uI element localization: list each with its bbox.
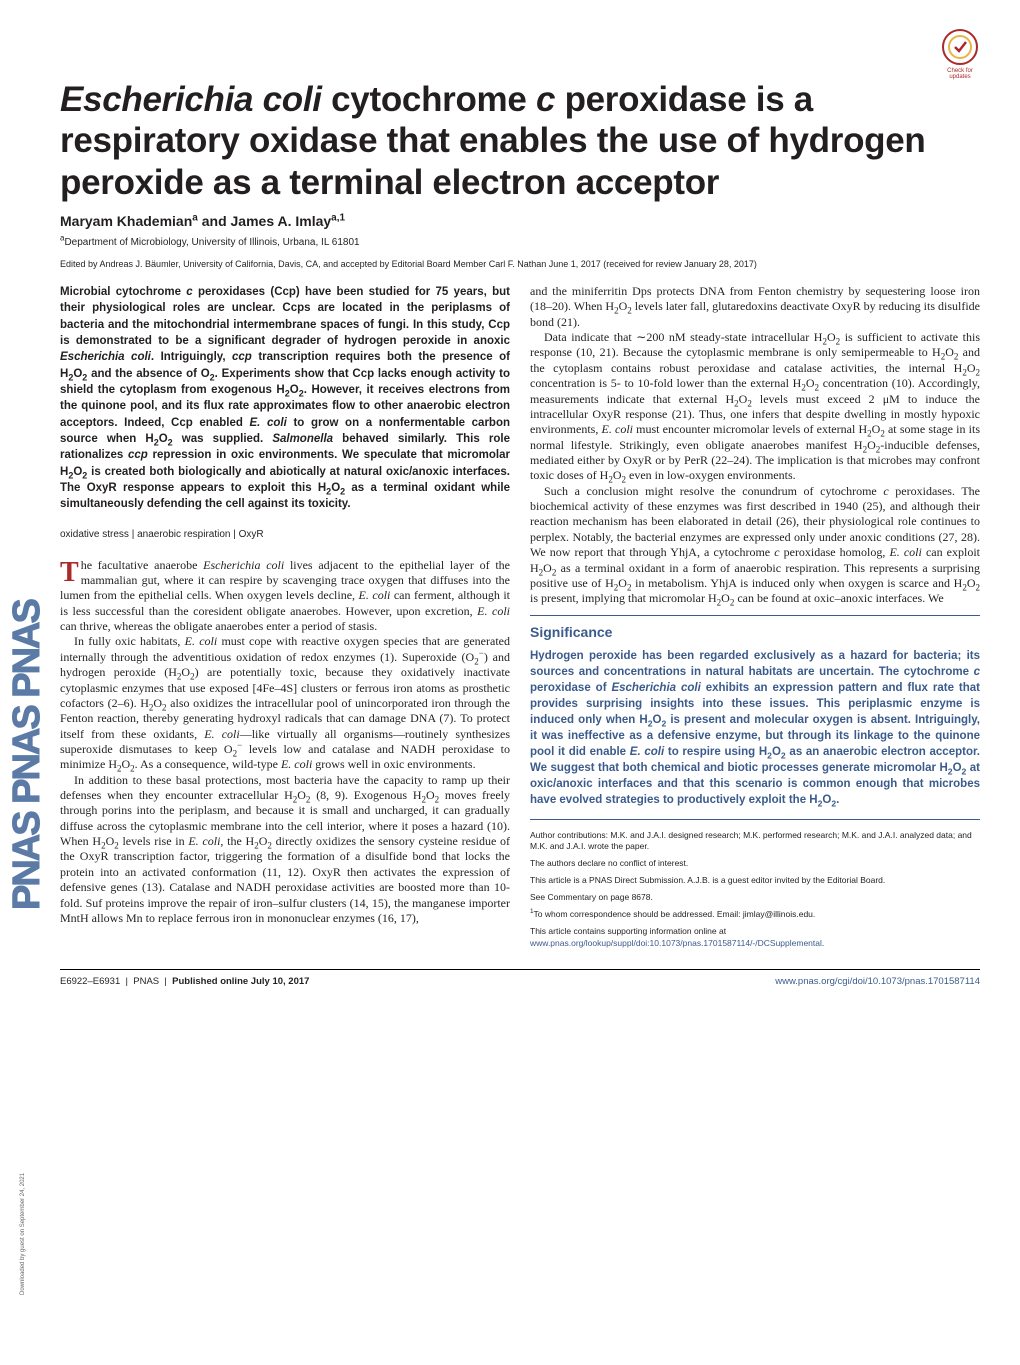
editor-note: Edited by Andreas J. Bäumler, University…	[60, 258, 980, 270]
body-text-right: and the miniferritin Dps protects DNA fr…	[530, 284, 980, 607]
correspondence-note: 1To whom correspondence should be addres…	[530, 909, 980, 921]
pnas-sidebar: PNAS PNAS PNAS	[6, 230, 38, 1130]
contributions-note: Author contributions: M.K. and J.A.I. de…	[530, 830, 980, 854]
two-column-body: Microbial cytochrome c peroxidases (Ccp)…	[60, 284, 980, 955]
footnotes: Author contributions: M.K. and J.A.I. de…	[530, 830, 980, 950]
page-footer: E6922–E6931 | PNAS | Published online Ju…	[60, 969, 980, 987]
abstract: Microbial cytochrome c peroxidases (Ccp)…	[60, 284, 510, 513]
supporting-note: This article contains supporting informa…	[530, 926, 980, 950]
column-left: Microbial cytochrome c peroxidases (Ccp)…	[60, 284, 510, 955]
crossmark-icon	[941, 28, 979, 66]
pnas-logo-text: PNAS PNAS PNAS	[6, 600, 49, 910]
article-title: Escherichia coli cytochrome c peroxidase…	[60, 79, 980, 203]
submission-note: This article is a PNAS Direct Submission…	[530, 875, 980, 887]
commentary-note: See Commentary on page 8678.	[530, 892, 980, 904]
significance-title: Significance	[530, 624, 980, 640]
download-note: Downloaded by guest on September 24, 202…	[20, 1173, 26, 1295]
conflict-note: The authors declare no conflict of inter…	[530, 858, 980, 870]
significance-box: Significance Hydrogen peroxide has been …	[530, 615, 980, 820]
affiliation: aDepartment of Microbiology, University …	[60, 237, 980, 248]
footer-doi-link[interactable]: www.pnas.org/cgi/doi/10.1073/pnas.170158…	[775, 976, 980, 987]
article-page: Escherichia coli cytochrome c peroxidase…	[60, 0, 980, 987]
body-text-left: The facultative anaerobe Escherichia col…	[60, 558, 510, 927]
column-right: and the miniferritin Dps protects DNA fr…	[530, 284, 980, 955]
check-updates-label: Check for updates	[938, 68, 982, 80]
authors: Maryam Khademiana and James A. Imlaya,1	[60, 213, 980, 229]
keywords: oxidative stress | anaerobic respiration…	[60, 529, 510, 540]
significance-body: Hydrogen peroxide has been regarded excl…	[530, 648, 980, 820]
check-updates-badge[interactable]: Check for updates	[938, 28, 982, 82]
footer-left: E6922–E6931 | PNAS | Published online Ju…	[60, 976, 309, 987]
footer-right: www.pnas.org/cgi/doi/10.1073/pnas.170158…	[775, 976, 980, 987]
